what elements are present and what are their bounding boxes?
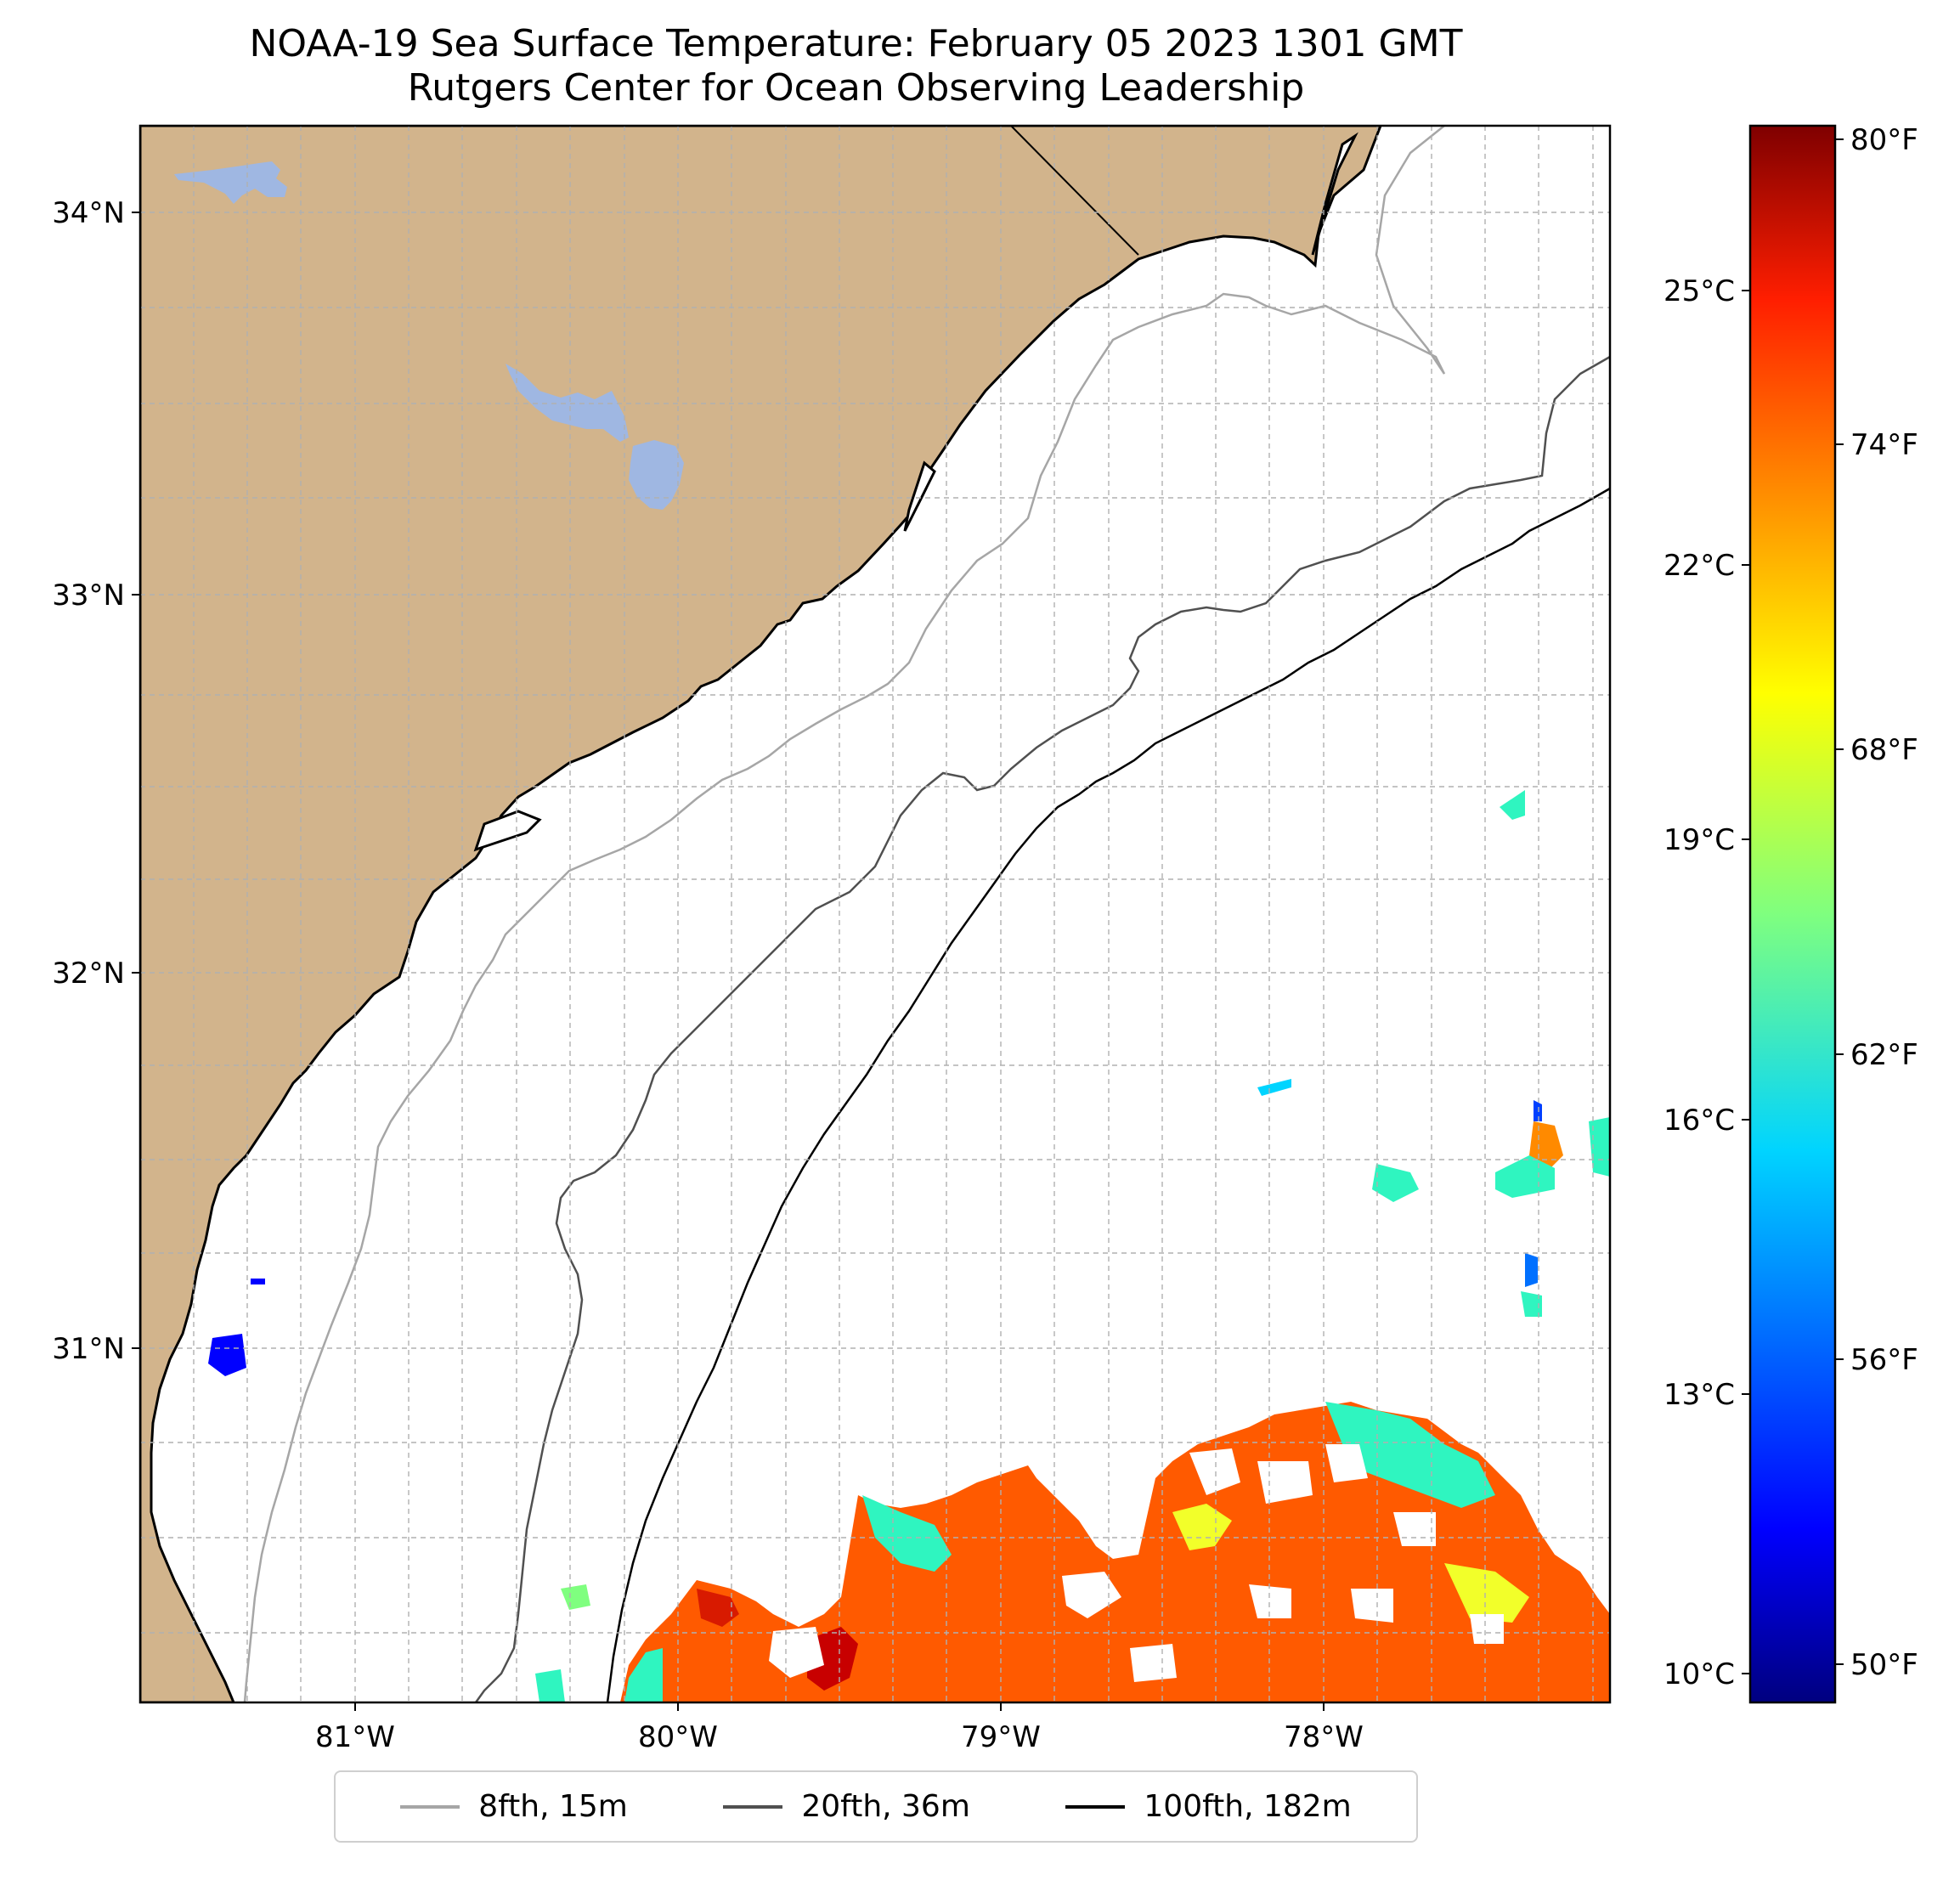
cloud-gap xyxy=(1130,1644,1177,1682)
lat-label: 32°N xyxy=(52,957,125,991)
colorbar-f-label: 68°F xyxy=(1850,733,1918,767)
cloud-gap xyxy=(1249,1584,1291,1618)
lon-label: 81°W xyxy=(315,1720,395,1754)
colorbar-c-label: 19°C xyxy=(1663,823,1735,857)
cloud-gap xyxy=(1325,1444,1368,1482)
legend-label: 20fth, 36m xyxy=(801,1789,970,1824)
sst-patch-hot xyxy=(697,1589,739,1627)
lon-ticks xyxy=(354,1702,1325,1711)
lat-label: 33°N xyxy=(52,579,125,613)
graticule xyxy=(140,126,1610,1702)
sst-data xyxy=(208,790,1610,1702)
colorbar-f-label: 50°F xyxy=(1850,1648,1918,1682)
sst-patch-small xyxy=(1534,1100,1542,1121)
isobath-15m xyxy=(243,126,1446,1702)
sst-patch-cool xyxy=(862,1495,952,1572)
cloud-gap xyxy=(769,1627,824,1678)
lat-ticks xyxy=(132,212,140,1349)
colorbar-c-ticks xyxy=(1742,290,1750,1674)
lake xyxy=(629,440,684,510)
land xyxy=(140,126,1382,1702)
colorbar-c-label: 16°C xyxy=(1663,1104,1735,1138)
legend-swatch xyxy=(1065,1804,1126,1809)
isobath-36m xyxy=(474,355,1610,1702)
sst-patch-small xyxy=(251,1279,265,1284)
sst-patch-small xyxy=(1372,1164,1419,1202)
sst-patch-small xyxy=(535,1669,565,1702)
chart-title: NOAA-19 Sea Surface Temperature: Februar… xyxy=(0,22,1712,110)
colorbar-f-label: 56°F xyxy=(1850,1343,1918,1377)
colorbar xyxy=(1748,124,1837,1704)
sst-patch-small xyxy=(1589,1117,1610,1177)
coastal-inlet xyxy=(473,810,542,852)
lon-labels: 81°W 80°W 79°W 78°W xyxy=(315,1720,1364,1754)
sst-patch-small xyxy=(1521,1291,1542,1317)
sst-patch-cool xyxy=(1325,1402,1495,1508)
sst-patch-mild xyxy=(1172,1504,1232,1550)
legend-label: 100fth, 182m xyxy=(1144,1789,1352,1824)
coastal-inlet xyxy=(903,460,936,532)
colorbar-c-label: 10°C xyxy=(1663,1657,1735,1691)
map-area xyxy=(140,126,1610,1702)
sst-patch-small xyxy=(1500,790,1525,820)
state-border xyxy=(1010,126,1139,256)
colorbar-f-label: 74°F xyxy=(1850,428,1918,462)
sst-patch-small xyxy=(624,1648,663,1702)
title-line-2: Rutgers Center for Ocean Observing Leade… xyxy=(407,66,1305,110)
legend-swatch xyxy=(723,1804,783,1809)
colorbar-f-label: 62°F xyxy=(1850,1038,1918,1072)
sst-patch-small xyxy=(1257,1079,1291,1096)
colorbar-c-labels: 25°C 22°C 19°C 16°C 13°C 10°C xyxy=(1663,274,1735,1691)
cloud-gap xyxy=(1189,1448,1240,1495)
sst-patch-small xyxy=(1495,1155,1555,1198)
sst-patch-small xyxy=(561,1584,590,1610)
lon-label: 80°W xyxy=(638,1720,718,1754)
colorbar-c-label: 22°C xyxy=(1663,549,1735,583)
legend-item-182m: 100fth, 182m xyxy=(1065,1789,1352,1824)
sst-patch-mild xyxy=(1444,1563,1529,1623)
legend-item-36m: 20fth, 36m xyxy=(723,1789,970,1824)
legend-label: 8fth, 15m xyxy=(478,1789,628,1824)
map-frame xyxy=(138,124,1612,1704)
cloud-gap xyxy=(1257,1461,1313,1504)
cloud-gap xyxy=(1062,1572,1121,1618)
colorbar-f-ticks xyxy=(1835,138,1844,1665)
lat-label: 31°N xyxy=(52,1332,125,1366)
lat-labels: 34°N 33°N 32°N 31°N xyxy=(52,196,125,1366)
colorbar-c-label: 25°C xyxy=(1663,274,1735,308)
lake xyxy=(506,364,629,442)
lake xyxy=(174,161,287,204)
cloud-gap xyxy=(1351,1589,1393,1623)
lon-label: 78°W xyxy=(1284,1720,1364,1754)
sst-patch-small xyxy=(1525,1253,1538,1287)
lat-label: 34°N xyxy=(52,196,125,230)
sst-patch-hot xyxy=(807,1627,858,1691)
title-line-1: NOAA-19 Sea Surface Temperature: Februar… xyxy=(249,22,1463,65)
colorbar-f-label: 80°F xyxy=(1850,123,1918,157)
cloud-gap xyxy=(1470,1614,1504,1644)
legend: 8fth, 15m 20fth, 36m 100fth, 182m xyxy=(334,1770,1418,1843)
legend-item-15m: 8fth, 15m xyxy=(400,1789,628,1824)
lon-label: 79°W xyxy=(961,1720,1041,1754)
sst-patch-small xyxy=(208,1334,246,1376)
colorbar-c-label: 13°C xyxy=(1663,1378,1735,1412)
legend-swatch xyxy=(400,1804,460,1809)
colorbar-f-labels: 80°F 74°F 68°F 62°F 56°F 50°F xyxy=(1850,123,1918,1682)
isobath-182m xyxy=(606,487,1610,1702)
